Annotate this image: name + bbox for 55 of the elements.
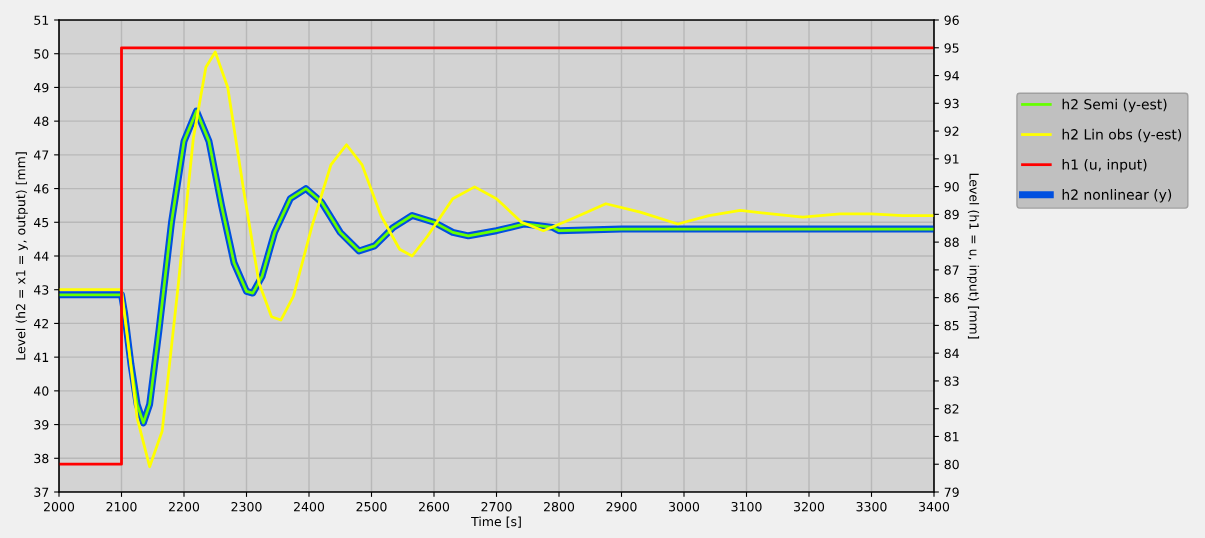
y-tick-label: 44 bbox=[33, 251, 49, 261]
x-tick-label: 2600 bbox=[419, 501, 450, 512]
x-axis-title: Time [s] bbox=[471, 516, 521, 528]
legend-label: h1 (u, input) bbox=[1062, 158, 1147, 173]
legend-label: h2 Lin obs (y-est) bbox=[1062, 128, 1182, 143]
y-tick-label: 47 bbox=[33, 150, 49, 160]
y-tick-label: 45 bbox=[33, 217, 49, 228]
y2-tick-label: 91 bbox=[944, 154, 959, 164]
y2-axis-title: Level (h1 = u, input) [mm] bbox=[966, 173, 980, 339]
y-tick-label: 40 bbox=[33, 386, 49, 396]
x-tick-label: 3000 bbox=[669, 501, 700, 512]
x-tick-label: 3400 bbox=[919, 501, 950, 512]
x-tick-label: 2300 bbox=[231, 501, 262, 512]
y2-tick-label: 82 bbox=[944, 404, 959, 414]
x-tick-label: 2700 bbox=[481, 501, 512, 512]
x-tick-label: 2100 bbox=[106, 501, 137, 512]
y2-tick-label: 96 bbox=[944, 15, 959, 25]
y2-tick-label: 92 bbox=[944, 126, 959, 136]
y-tick-label: 48 bbox=[33, 116, 49, 127]
y-tick-label: 51 bbox=[34, 15, 49, 25]
y-tick-label: 49 bbox=[33, 82, 49, 93]
x-tick-label: 2400 bbox=[294, 501, 325, 512]
y2-tick-label: 95 bbox=[944, 43, 959, 53]
x-tick-label: 2900 bbox=[606, 501, 637, 512]
x-tick-label: 2200 bbox=[169, 501, 200, 512]
legend-label: h2 nonlinear (y) bbox=[1062, 189, 1172, 203]
y2-tick-label: 86 bbox=[944, 293, 959, 303]
y-tick-label: 50 bbox=[34, 49, 49, 59]
y2-tick-label: 87 bbox=[944, 265, 959, 275]
x-tick-label: 2000 bbox=[44, 501, 75, 512]
y2-tick-label: 80 bbox=[944, 459, 959, 470]
y2-tick-label: 93 bbox=[944, 98, 959, 109]
x-tick-label: 3100 bbox=[731, 501, 762, 512]
x-tick-label: 3200 bbox=[794, 501, 825, 512]
y-tick-label: 37 bbox=[34, 487, 49, 497]
y-tick-label: 39 bbox=[34, 420, 49, 430]
y2-tick-label: 79 bbox=[944, 487, 959, 497]
x-tick-label: 2800 bbox=[544, 501, 575, 512]
y2-tick-label: 94 bbox=[944, 71, 959, 81]
x-tick-label: 3300 bbox=[856, 501, 887, 512]
y-tick-label: 46 bbox=[33, 184, 49, 194]
y2-tick-label: 84 bbox=[944, 348, 959, 359]
y2-tick-label: 88 bbox=[944, 237, 959, 248]
y-tick-label: 43 bbox=[33, 285, 49, 295]
y2-tick-label: 81 bbox=[944, 431, 959, 442]
y-axis-title: Level (h2 = x1 = y, output) [mm] bbox=[15, 152, 28, 360]
legend-label: h2 Semi (y-est) bbox=[1062, 98, 1167, 113]
y2-tick-label: 85 bbox=[944, 320, 959, 331]
x-tick-label: 2500 bbox=[356, 501, 387, 512]
y-tick-label: 41 bbox=[33, 352, 49, 362]
y2-tick-label: 89 bbox=[944, 209, 959, 220]
y2-tick-label: 90 bbox=[944, 182, 959, 192]
y-tick-label: 38 bbox=[34, 453, 49, 464]
y2-tick-label: 83 bbox=[944, 376, 959, 386]
y-tick-label: 42 bbox=[33, 318, 49, 329]
